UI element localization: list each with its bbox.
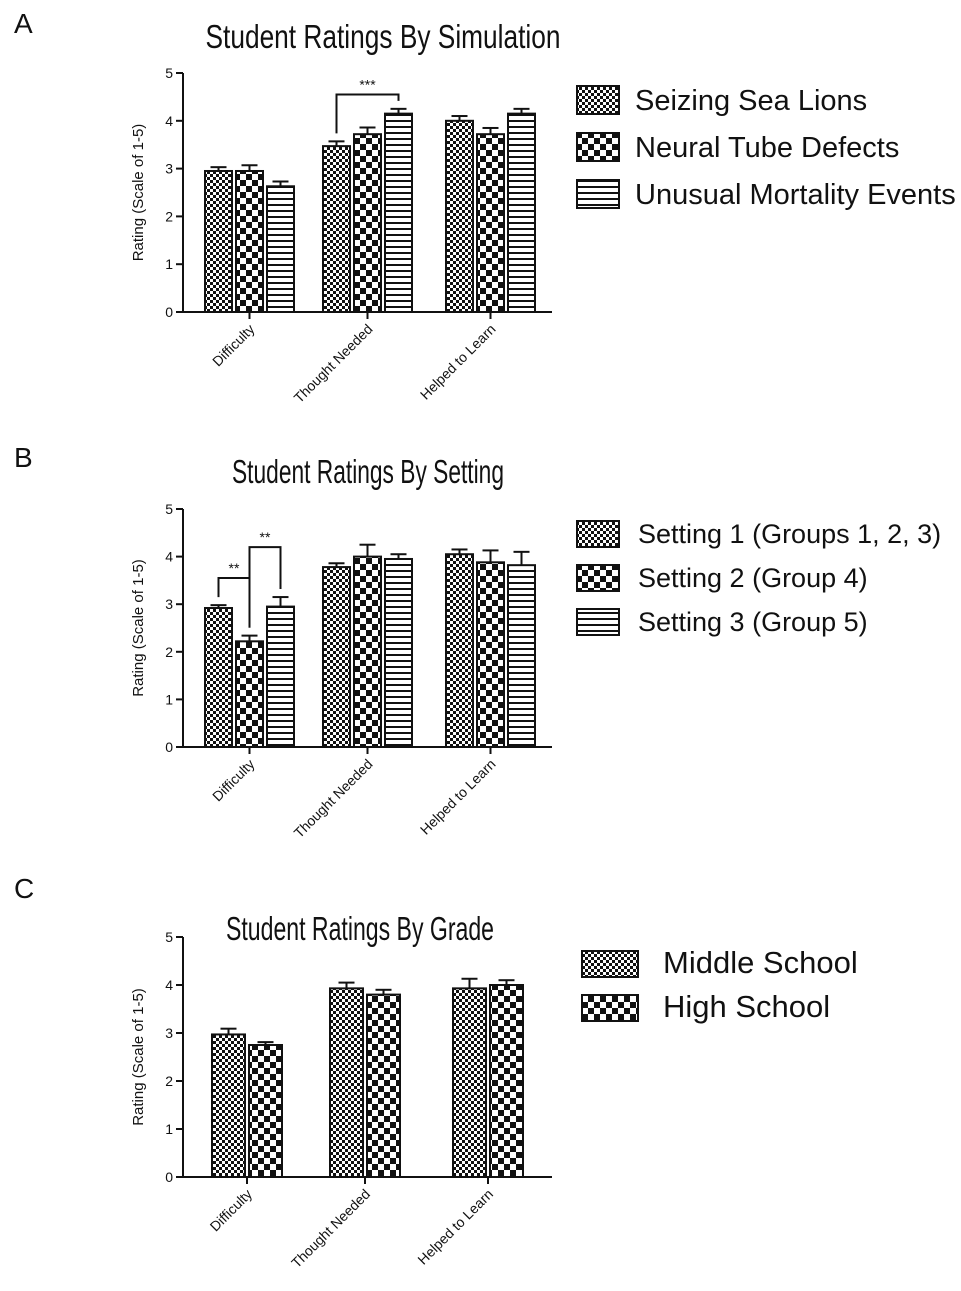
legend-label: Setting 2 (Group 4) (638, 563, 868, 593)
legend-swatch (576, 608, 620, 636)
bar (366, 993, 401, 1178)
bar (266, 185, 295, 313)
panel-label: C (14, 873, 34, 904)
legend-swatch (576, 179, 620, 209)
y-tick-label: 0 (165, 1169, 173, 1185)
legend-label: Setting 1 (Groups 1, 2, 3) (638, 519, 941, 549)
legend-label: Neural Tube Defects (635, 132, 899, 164)
y-tick-label: 0 (165, 739, 173, 755)
bar (384, 557, 413, 748)
bar (476, 561, 505, 749)
y-tick-label: 4 (165, 977, 173, 993)
legend: Seizing Sea Lions Neural Tube Defects Unus… (576, 85, 956, 211)
y-tick-label: 5 (165, 501, 173, 517)
significance-bracket (248, 546, 282, 628)
chart-panel-c: C Student Ratings By Grade 0 1 2 3 4 5 Rating (S… (14, 873, 858, 1271)
chart-title: Student Ratings By Grade (226, 910, 494, 947)
bar (329, 987, 364, 1178)
x-tick-label: Helped to Learn (414, 1186, 496, 1268)
panel-label: A (14, 8, 33, 39)
bar (353, 133, 382, 313)
bar (353, 555, 382, 748)
bar (204, 169, 233, 313)
x-tick-label: Helped to Learn (417, 756, 499, 838)
legend-label: Seizing Sea Lions (635, 85, 867, 117)
bar (452, 987, 487, 1178)
legend-swatch (581, 950, 639, 978)
panel-label: B (14, 442, 33, 473)
bar (489, 984, 524, 1178)
y-tick-label: 0 (165, 304, 173, 320)
significance-label: ** (229, 560, 240, 576)
bar (235, 169, 264, 313)
legend-label: Middle School (663, 945, 858, 980)
bar (204, 607, 233, 748)
y-tick-label: 5 (165, 929, 173, 945)
legend: Middle School High School (581, 945, 858, 1024)
x-tick-label: Helped to Learn (417, 321, 499, 403)
chart-panel-a: A Student Ratings By Simulation 0 1 2 3 4 5 Rati… (14, 8, 956, 406)
legend-swatch (576, 85, 620, 115)
legend-label: Unusual Mortality Events (635, 179, 956, 211)
bar (322, 145, 351, 313)
legend-swatch (576, 132, 620, 162)
bar (248, 1044, 283, 1178)
bar (211, 1033, 246, 1178)
y-tick-label: 4 (165, 113, 173, 129)
y-axis-label: Rating (Scale of 1-5) (130, 988, 147, 1126)
bar (322, 566, 351, 749)
y-axis-label: Rating (Scale of 1-5) (130, 559, 147, 697)
bar (476, 133, 505, 313)
legend-swatch (581, 994, 639, 1022)
legend-label: Setting 3 (Group 5) (638, 607, 868, 637)
x-tick-label: Thought Needed (291, 321, 376, 406)
significance-label: ** (260, 529, 271, 545)
y-tick-label: 5 (165, 65, 173, 81)
chart-panel-b: B Student Ratings By Setting 0 1 2 3 4 5 Rating … (14, 442, 941, 841)
y-axis-label: Rating (Scale of 1-5) (130, 124, 147, 262)
x-tick-label: Difficulty (209, 756, 258, 805)
y-tick-label: 2 (165, 208, 173, 224)
bar (266, 605, 295, 749)
y-tick-label: 1 (165, 691, 173, 707)
significance-bracket (335, 93, 400, 134)
y-tick-label: 3 (165, 596, 173, 612)
y-tick-label: 3 (165, 161, 173, 177)
bar (445, 119, 474, 313)
legend-swatch (576, 520, 620, 548)
x-tick-label: Difficulty (207, 1186, 256, 1235)
bar (235, 640, 264, 748)
x-tick-label: Thought Needed (288, 1186, 373, 1271)
bar (445, 553, 474, 748)
bar (507, 564, 536, 749)
y-tick-label: 4 (165, 549, 173, 565)
x-tick-label: Thought Needed (291, 756, 376, 841)
y-tick-label: 2 (165, 1073, 173, 1089)
chart-title: Student Ratings By Setting (232, 453, 504, 490)
x-tick-label: Difficulty (209, 321, 258, 370)
legend: Setting 1 (Groups 1, 2, 3) Setting 2 (Gro… (576, 519, 941, 637)
y-tick-label: 3 (165, 1025, 173, 1041)
significance-label: *** (359, 77, 376, 93)
chart-title: Student Ratings By Simulation (206, 18, 561, 55)
bar (384, 112, 413, 313)
y-tick-label: 2 (165, 644, 173, 660)
bar (507, 112, 536, 313)
y-tick-label: 1 (165, 1121, 173, 1137)
legend-label: High School (663, 989, 830, 1024)
legend-swatch (576, 564, 620, 592)
y-tick-label: 1 (165, 256, 173, 272)
